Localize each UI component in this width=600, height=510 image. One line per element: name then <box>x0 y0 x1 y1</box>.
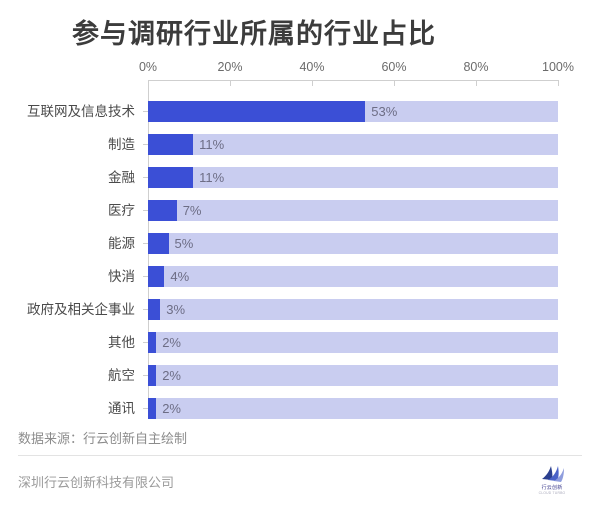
bar-row[interactable]: 3% 政府及相关企事业 <box>27 299 558 320</box>
category-label: 快消 <box>0 266 135 287</box>
bar-value-label: 3% <box>166 302 186 317</box>
x-tick-mark <box>394 80 395 86</box>
category-label: 通讯 <box>0 398 135 419</box>
bar-track <box>148 299 558 320</box>
bar-row[interactable]: 4% 快消 <box>108 266 558 287</box>
bar-row[interactable]: 2% 其他 <box>108 332 558 353</box>
category-label: 医疗 <box>0 200 135 221</box>
category-label-text: 航空 <box>108 368 135 383</box>
bar-row[interactable]: 5% 能源 <box>108 233 558 254</box>
bar-row[interactable]: 7% 医疗 <box>108 200 558 221</box>
bar-row[interactable]: 11% 制造 <box>108 134 558 155</box>
bar-row[interactable]: 2% 通讯 <box>108 398 558 419</box>
bar-value-label: 11% <box>199 170 225 185</box>
x-tick-mark <box>148 80 149 86</box>
bar-track <box>148 167 558 188</box>
bar-value-label: 5% <box>174 236 194 251</box>
category-label: 制造 <box>0 134 135 155</box>
bar-track <box>148 398 558 419</box>
bar-track <box>148 266 558 287</box>
x-tick-mark <box>476 80 477 86</box>
bar-fill <box>148 299 161 320</box>
category-label-text: 互联网及信息技术 <box>27 104 135 119</box>
bar-chart: 0% 20% 40% 60% 80% 100% 53% 互联网及信息技术 11% 制造 11% 金融 7… <box>0 58 600 419</box>
logo-wordmark: 行云创新 <box>541 485 563 491</box>
bar-value-label: 2% <box>162 401 181 416</box>
bar-row[interactable]: 53% 互联网及信息技术 <box>27 101 558 122</box>
category-label-text: 政府及相关企事业 <box>27 302 135 317</box>
category-label: 航空 <box>0 365 135 386</box>
y-tick-mark <box>143 375 148 376</box>
bar-value-label: 7% <box>182 203 202 218</box>
x-axis-line <box>148 80 559 81</box>
x-tick-label: 60% <box>381 60 407 74</box>
bar-track <box>148 332 558 353</box>
bar-value-label: 4% <box>170 269 190 284</box>
category-label: 金融 <box>0 167 135 188</box>
plot-area: 0% 20% 40% 60% 80% 100% 53% 互联网及信息技术 11% 制造 11% 金融 7… <box>27 60 574 419</box>
bar-fill <box>148 398 157 419</box>
company-name: 深圳行云创新科技有限公司 <box>18 475 175 490</box>
bar-fill <box>148 233 169 254</box>
y-tick-mark <box>143 276 148 277</box>
x-tick-label: 20% <box>217 60 243 74</box>
y-tick-mark <box>143 210 148 211</box>
source-note: 数据来源：行云创新自主绘制 <box>18 431 188 446</box>
bar-value-label: 53% <box>371 104 398 119</box>
y-tick-mark <box>143 408 148 409</box>
bar-track <box>148 365 558 386</box>
logo-swoosh-icon <box>542 466 564 482</box>
y-tick-mark <box>143 177 148 178</box>
category-label: 能源 <box>0 233 135 254</box>
bar-fill <box>148 365 157 386</box>
bar-fill <box>148 134 194 155</box>
x-tick-label: 80% <box>463 60 489 74</box>
x-tick-label: 40% <box>299 60 325 74</box>
bar-fill <box>148 332 157 353</box>
y-tick-mark <box>143 144 148 145</box>
x-tick-mark <box>312 80 313 86</box>
category-label-text: 医疗 <box>108 203 135 218</box>
category-label-text: 能源 <box>108 236 135 251</box>
x-tick-label: 0% <box>138 60 158 74</box>
company-logo: 行云创新 CLOUD TURBO <box>530 464 574 498</box>
bar-track <box>148 134 558 155</box>
y-tick-mark <box>143 243 148 244</box>
bar-fill <box>148 200 177 221</box>
bar-fill <box>148 167 194 188</box>
page-title: 参与调研行业所属的行业占比 <box>72 19 436 49</box>
category-label-text: 制造 <box>108 137 135 152</box>
y-tick-mark <box>143 342 148 343</box>
y-tick-mark <box>143 111 148 112</box>
bar-value-label: 2% <box>162 335 181 350</box>
y-tick-mark <box>143 309 148 310</box>
category-label: 其他 <box>0 332 135 353</box>
logo-subtext: CLOUD TURBO <box>538 491 566 495</box>
bar-fill <box>148 266 165 287</box>
category-label-text: 其他 <box>108 335 135 350</box>
x-tick-mark <box>558 80 559 86</box>
category-label-text: 通讯 <box>108 401 135 416</box>
category-label: 政府及相关企事业 <box>0 299 135 320</box>
bar-value-label: 11% <box>199 137 225 152</box>
bar-track <box>148 233 558 254</box>
bar-row[interactable]: 11% 金融 <box>108 167 558 188</box>
category-label-text: 快消 <box>108 269 135 284</box>
category-label: 互联网及信息技术 <box>0 101 135 122</box>
x-tick-label: 100% <box>542 60 574 74</box>
bar-fill <box>148 101 366 122</box>
footer-divider <box>18 455 582 456</box>
bar-track <box>148 200 558 221</box>
bar-value-label: 2% <box>162 368 181 383</box>
category-label-text: 金融 <box>108 170 135 185</box>
bar-row[interactable]: 2% 航空 <box>108 365 558 386</box>
x-tick-mark <box>230 80 231 86</box>
